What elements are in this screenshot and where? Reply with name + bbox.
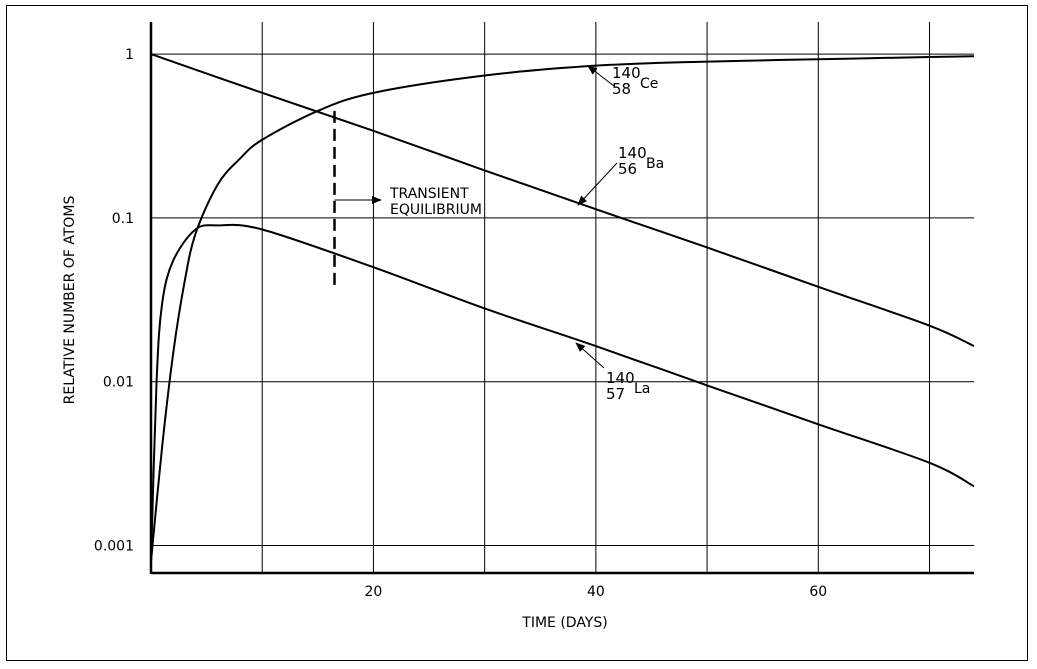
annotation-line-2: EQUILIBRIUM: [390, 202, 482, 218]
x-tick-label: 20: [365, 584, 383, 600]
x-tick-label: 40: [587, 584, 605, 600]
mass-number: 140: [618, 144, 647, 162]
y-tick-label: 0.01: [103, 375, 134, 391]
figure-border: [6, 5, 1028, 661]
atomic-number: 56: [618, 160, 637, 178]
y-tick-label: 0.1: [112, 211, 134, 227]
mass-number: 140: [606, 369, 635, 387]
series-line-la: [150, 223, 975, 562]
series-line-ce: [150, 55, 975, 562]
x-axis-title: TIME (DAYS): [521, 615, 607, 631]
label-arrow-ba: [577, 162, 618, 206]
label-arrow-la: [575, 342, 605, 369]
annotation-line-1: TRANSIENT: [389, 186, 469, 202]
y-axis-title: RELATIVE NUMBER OF ATOMS: [62, 196, 78, 405]
element-symbol: La: [634, 381, 650, 397]
atomic-number: 57: [606, 385, 625, 403]
series-line-ba: [150, 53, 975, 348]
y-tick-label: 1: [125, 47, 134, 63]
atomic-number: 58: [612, 80, 631, 98]
element-symbol: Ce: [640, 76, 658, 92]
element-symbol: Ba: [646, 156, 664, 172]
label-arrow-ce: [587, 65, 615, 87]
y-tick-label: 0.001: [94, 539, 134, 555]
x-tick-label: 60: [809, 584, 827, 600]
mass-number: 140: [612, 64, 641, 82]
